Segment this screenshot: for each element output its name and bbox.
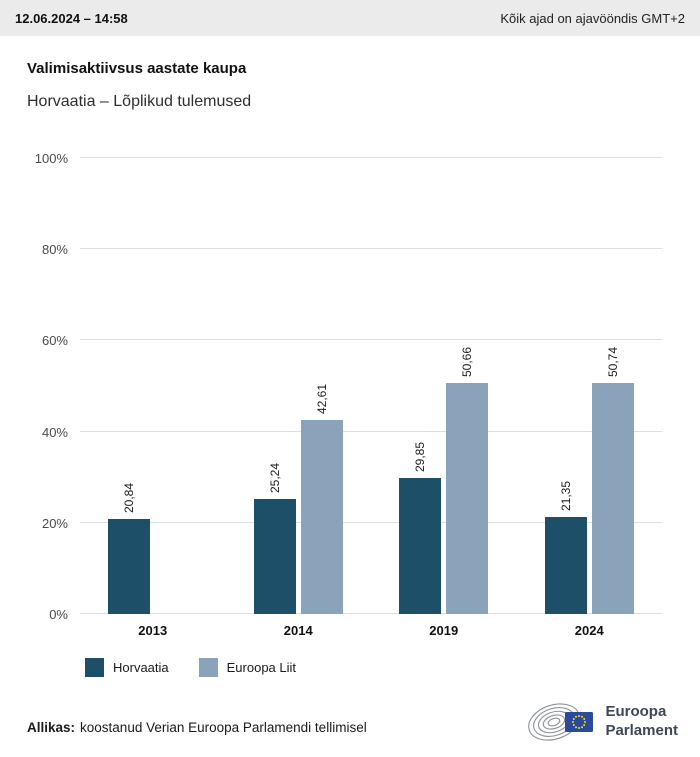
bar-value-label: 20,84 (122, 482, 137, 513)
bar-groups: 20,84 2013 25,24 42,61 2014 29,85 50,66 2019 21,… (80, 158, 663, 638)
bar-value-label: 42,61 (314, 383, 329, 414)
ep-logo: Euroopa Parlament (527, 699, 678, 745)
y-axis-tick-label: 40% (41, 424, 68, 440)
y-axis-tick-label: 80% (41, 242, 68, 258)
chart-title: Valimisaktiivsus aastate kaupa (27, 60, 247, 77)
bar-horvaatia-2019: 29,85 (399, 442, 442, 614)
y-axis-tick-label: 0% (49, 607, 68, 622)
bar-value-label: 25,24 (267, 462, 282, 493)
bar-euroopa-liit-2019: 50,66 (446, 347, 489, 614)
y-axis-tick-label: 20% (41, 515, 68, 531)
bar-group-2013: 20,84 2013 (80, 158, 226, 638)
bar-group-2024: 21,35 50,74 2024 (517, 158, 663, 638)
gridline (80, 613, 662, 614)
chart-subtitle: Horvaatia – Lõplikud tulemused (27, 93, 252, 110)
bar-euroopa-liit-2014: 42,61 (300, 384, 343, 614)
bar-horvaatia-2014: 25,24 (253, 463, 296, 614)
bar-horvaatia-2024: 21,35 (544, 481, 587, 614)
ep-logo-line2: Parlament (605, 722, 678, 739)
y-axis-tick-label: 60% (41, 333, 68, 349)
bar-value-label: 21,35 (558, 480, 573, 511)
legend-item-horvaatia: Horvaatia (85, 658, 169, 677)
bar-value-label: 50,74 (605, 346, 620, 377)
gridline (80, 430, 662, 432)
source-note: Allikas: koostanud Verian Euroopa Parlame… (27, 720, 367, 735)
legend-swatch-horvaatia (85, 658, 104, 677)
timezone-note: Kõik ajad on ajavööndis GMT+2 (500, 10, 685, 26)
plot-area: 0% 20% 40% 60% 80% 100% 20,84 2013 25,24 42,61 201… (35, 151, 663, 638)
gridline (80, 339, 662, 341)
legend-swatch-euroopa-liit (198, 658, 218, 677)
ep-logo-text: Euroopa Parlament (605, 703, 678, 741)
bar-group-2014: 25,24 42,61 2014 (226, 158, 372, 638)
bar-group-2019: 29,85 50,66 2019 (371, 158, 517, 638)
bar-value-label: 29,85 (413, 441, 428, 472)
source-text: koostanud Verian Euroopa Parlamendi tell… (80, 720, 367, 735)
ep-logo-line1: Euroopa (605, 703, 667, 721)
ep-logo-icon (528, 703, 594, 741)
x-axis-label: 2019 (429, 623, 459, 638)
gridline (80, 157, 662, 158)
source-label: Allikas: (27, 720, 76, 735)
bar-euroopa-liit-2024: 50,74 (591, 347, 634, 614)
datetime-label: 12.06.2024 – 14:58 (15, 10, 128, 26)
y-axis-tick-label: 100% (34, 151, 68, 166)
bar-horvaatia-2013: 20,84 (108, 483, 151, 614)
top-bar: 12.06.2024 – 14:58 Kõik ajad on ajavöönd… (0, 0, 700, 36)
eu-flag-icon (565, 712, 594, 732)
x-axis-label: 2024 (574, 623, 604, 638)
x-axis-label: 2014 (283, 623, 313, 638)
legend: Horvaatia Euroopa Liit (85, 658, 700, 677)
x-axis-label: 2013 (138, 623, 168, 638)
legend-label: Euroopa Liit (226, 660, 297, 675)
legend-item-euroopa-liit: Euroopa Liit (198, 658, 297, 677)
gridline (80, 521, 662, 523)
chart-header: Valimisaktiivsus aastate kaupa Horvaatia… (0, 36, 700, 111)
gridline (80, 248, 662, 250)
bar-value-label: 50,66 (460, 346, 475, 377)
legend-label: Horvaatia (113, 660, 169, 675)
